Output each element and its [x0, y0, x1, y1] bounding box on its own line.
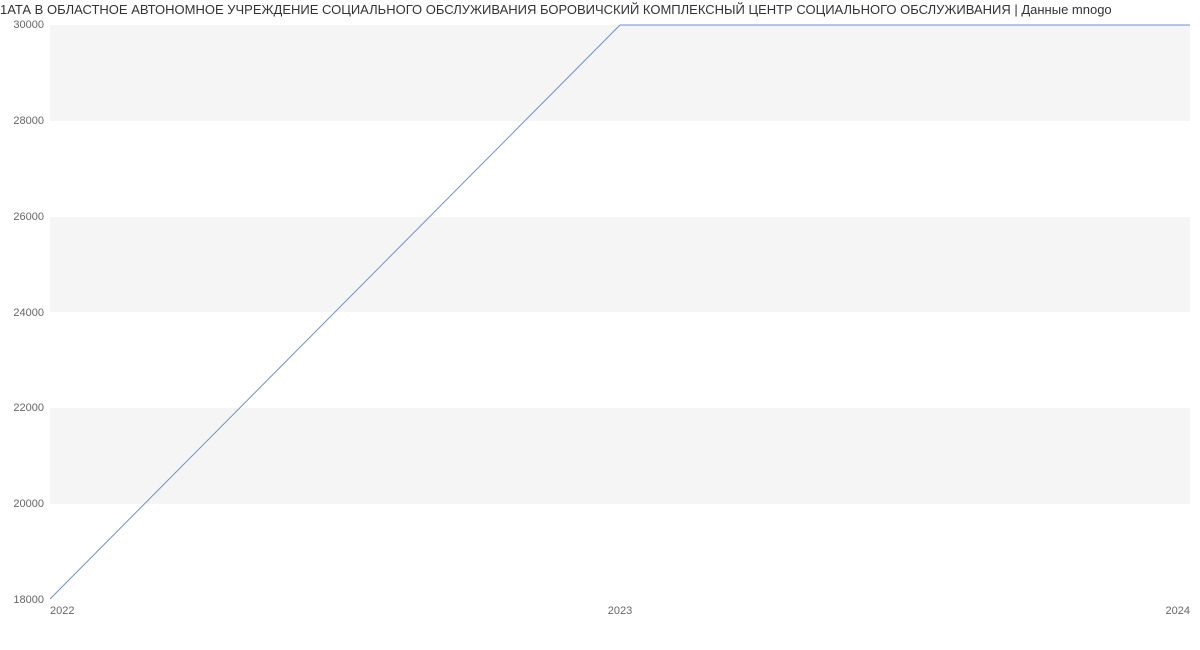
chart-container: 1АТА В ОБЛАСТНОЕ АВТОНОМНОЕ УЧРЕЖДЕНИЕ С…: [0, 0, 1200, 650]
series-line-salary: [50, 25, 1190, 599]
plot-area: 1800020000220002400026000280003000020222…: [50, 25, 1190, 600]
x-tick-label: 2022: [50, 605, 74, 617]
y-tick-label: 18000: [13, 594, 44, 606]
y-tick-label: 28000: [13, 115, 44, 127]
y-tick-label: 20000: [13, 498, 44, 510]
x-tick-label: 2023: [608, 605, 632, 617]
y-tick-label: 22000: [13, 402, 44, 414]
chart-title: 1АТА В ОБЛАСТНОЕ АВТОНОМНОЕ УЧРЕЖДЕНИЕ С…: [0, 2, 1200, 17]
y-tick-label: 30000: [13, 19, 44, 31]
y-tick-label: 24000: [13, 307, 44, 319]
y-tick-label: 26000: [13, 211, 44, 223]
line-svg: [50, 25, 1190, 599]
x-tick-label: 2024: [1166, 605, 1190, 617]
